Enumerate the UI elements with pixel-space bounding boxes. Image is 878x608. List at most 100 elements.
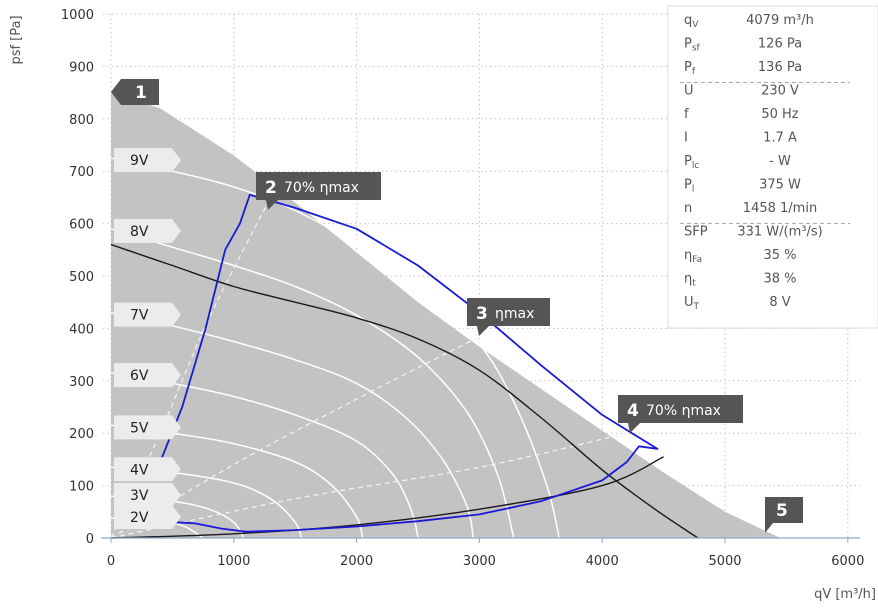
point-marker-4: 4 70% ηmax (618, 395, 743, 433)
info-symbol-subscript: f (692, 67, 696, 77)
info-row: U 230 V (684, 84, 799, 99)
y-tick-label: 400 (69, 322, 94, 337)
info-value: 136 Pa (758, 60, 802, 75)
info-row: qV 4079 m³/h (684, 13, 814, 30)
info-value: 375 W (759, 178, 801, 193)
y-tick-label: 300 (69, 375, 94, 390)
info-value: 8 V (769, 295, 790, 310)
system-curve (110, 456, 664, 539)
voltage-curve-9v (110, 157, 560, 539)
info-value: 4079 m³/h (746, 13, 814, 28)
y-tick-label: 800 (69, 113, 94, 128)
info-row: UT 8 V (684, 295, 791, 312)
marker-shape (467, 298, 550, 336)
info-value: - W (769, 154, 791, 169)
voltage-label-tag (114, 302, 181, 327)
marker-shape (256, 172, 381, 210)
point-markers: 1 2 70% ηmax 3 ηmax 4 70% ηmax 5 (111, 79, 803, 533)
voltage-label-2v: 2V (114, 505, 181, 529)
info-value: 50 Hz (761, 107, 798, 122)
info-value: 35 % (763, 248, 796, 263)
marker-text: 70% ηmax (646, 403, 721, 419)
voltage-label-5v: 5V (114, 415, 181, 440)
axes: 0 100 200 300 400 500 600 700 800 900 1000 0 1000 200… (61, 8, 864, 569)
info-value: 230 V (761, 84, 799, 99)
y-tick-label: 200 (69, 427, 94, 442)
point-marker-3: 3 ηmax (467, 298, 550, 336)
info-value: 38 % (763, 272, 796, 287)
marker-shape (765, 497, 803, 533)
black-curves (110, 243, 699, 539)
y-tick-label: 900 (69, 60, 94, 75)
y-tick-label: 600 (69, 218, 94, 233)
voltage-label-tag (114, 483, 181, 507)
info-value: 331 W/(m³/s) (737, 225, 822, 240)
black-fan-curve (110, 243, 699, 539)
info-value: 1458 1/min (743, 201, 817, 216)
info-symbol: I (684, 131, 688, 146)
marker-number: 3 (476, 304, 488, 324)
x-tick-label: 1000 (217, 554, 250, 569)
voltage-label-3v: 3V (114, 483, 181, 507)
voltage-label-6v: 6V (114, 362, 181, 387)
x-tick-label: 3000 (463, 554, 496, 569)
x-axis-label: qV [m³/h] (814, 587, 876, 602)
info-row: Pf 136 Pa (684, 60, 802, 77)
voltage-label-tag (114, 457, 181, 482)
y-tick-label: 0 (86, 532, 94, 547)
info-symbol: SFP (684, 225, 708, 240)
info-box-background (667, 5, 878, 329)
info-row: SFP 331 W/(m³/s) (684, 225, 823, 240)
info-symbol: f (684, 107, 689, 122)
voltage-label-9v: 9V (114, 148, 181, 173)
x-tick-label: 2000 (340, 554, 373, 569)
info-value: 1.7 A (763, 131, 797, 146)
voltage-label-8v: 8V (114, 218, 181, 243)
y-tick-label: 100 (69, 480, 94, 495)
voltage-label-text: 9V (130, 153, 149, 169)
marker-shape (111, 79, 159, 105)
marker-number: 5 (776, 501, 788, 521)
info-symbol-subscript: V (692, 20, 699, 30)
x-tick-label: 4000 (586, 554, 619, 569)
x-tick-label: 6000 (831, 554, 864, 569)
info-symbol-subscript: sf (692, 44, 701, 54)
voltage-label-text: 4V (130, 462, 149, 478)
marker-shape (618, 395, 743, 433)
voltage-label-text: 8V (130, 224, 149, 240)
voltage-curve-8v (110, 228, 515, 539)
voltage-label-text: 3V (130, 488, 149, 504)
voltage-label-tag (114, 415, 181, 440)
voltage-label-7v: 7V (114, 302, 181, 327)
info-symbol-subscript: lc (692, 161, 700, 171)
voltage-label-tag (114, 362, 181, 387)
x-tick-label: 0 (107, 554, 115, 569)
marker-number: 1 (135, 83, 147, 103)
info-row: f 50 Hz (684, 107, 799, 122)
info-symbol: U (684, 84, 694, 99)
y-tick-label: 500 (69, 270, 94, 285)
voltage-label-tag (114, 505, 181, 529)
info-value: 126 Pa (758, 37, 802, 52)
info-symbol: Pl (684, 178, 694, 195)
marker-number: 4 (627, 401, 639, 421)
voltage-labels: 9V 8V 7V 6V 5V 4V 3V 2V (114, 148, 181, 529)
point-marker-2: 2 70% ηmax (256, 172, 381, 210)
info-symbol: Pf (684, 60, 696, 77)
voltage-label-4v: 4V (114, 457, 181, 482)
blue-curve (151, 193, 659, 533)
voltage-curve-6v (110, 372, 419, 539)
info-row: n 1458 1/min (684, 201, 817, 216)
voltage-label-text: 5V (130, 420, 149, 436)
info-symbol-subscript: l (692, 185, 695, 195)
voltage-curve-7v (110, 311, 475, 539)
info-symbol-subscript: Fa (692, 255, 702, 265)
info-row: I 1.7 A (684, 131, 797, 146)
y-tick-label: 1000 (61, 8, 94, 23)
blue-curve-group (151, 193, 659, 533)
info-symbol-subscript: T (693, 302, 700, 312)
marker-text: 70% ηmax (284, 180, 359, 196)
marker-number: 2 (265, 178, 277, 198)
point-marker-1: 1 (111, 79, 159, 105)
